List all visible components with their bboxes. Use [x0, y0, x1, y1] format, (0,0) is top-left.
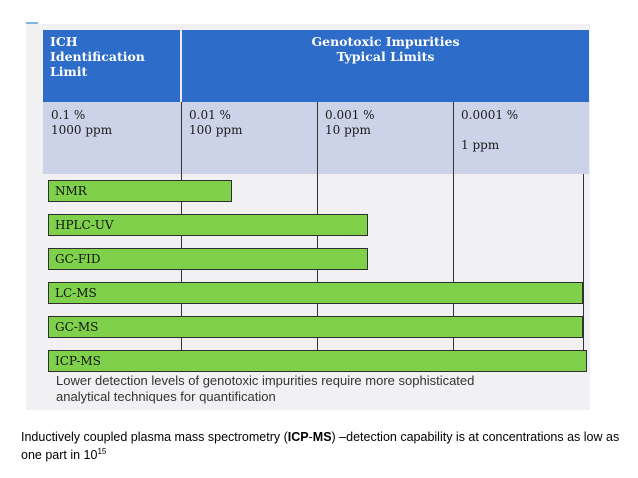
limit-cell-2: 0.001 % 10 ppm — [325, 108, 375, 137]
limit-cell-1: 0.01 % 100 ppm — [189, 108, 243, 137]
ich-limit-header: ICH Identification Limit — [50, 34, 145, 79]
footnote-bold-icp: ICP — [287, 430, 309, 444]
limit-cell-3: 0.0001 % 1 ppm — [461, 108, 519, 152]
technique-bar-nmr: NMR — [48, 180, 232, 202]
figure-caption: Lower detection levels of genotoxic impu… — [56, 373, 475, 404]
footnote-dash: - — [308, 430, 313, 444]
genotoxic-limits-header: Genotoxic Impurities Typical Limits — [311, 34, 460, 64]
footnote-text-start: Inductively coupled plasma mass spectrom… — [21, 430, 288, 444]
technique-bar-icp-ms: ICP-MS — [48, 350, 587, 372]
footnote-bold-ms: MS — [312, 430, 332, 444]
header-divider — [180, 30, 182, 102]
table-header: ICH Identification Limit Genotoxic Impur… — [43, 30, 589, 102]
limit-cell-0: 0.1 % 1000 ppm — [51, 108, 113, 137]
grid-line-2 — [317, 102, 318, 372]
technique-bar-gc-fid: GC-FID — [48, 248, 368, 270]
grid-line-3 — [453, 102, 454, 372]
detection-limits-figure: ICH Identification Limit Genotoxic Impur… — [26, 24, 590, 410]
grid-line-1 — [181, 102, 182, 372]
technique-bar-lc-ms: LC-MS — [48, 282, 583, 304]
limits-row: 0.1 % 1000 ppm 0.01 % 100 ppm 0.001 % 10… — [43, 102, 589, 174]
technique-bar-gc-ms: GC-MS — [48, 316, 583, 338]
icp-ms-footnote: Inductively coupled plasma mass spectrom… — [21, 428, 621, 464]
footnote-exponent: 15 — [97, 446, 107, 456]
footnote-text-end: ) –detection capability is at concentrat… — [21, 430, 620, 462]
technique-bar-hplc-uv: HPLC-UV — [48, 214, 368, 236]
grid-line-4 — [583, 174, 584, 372]
